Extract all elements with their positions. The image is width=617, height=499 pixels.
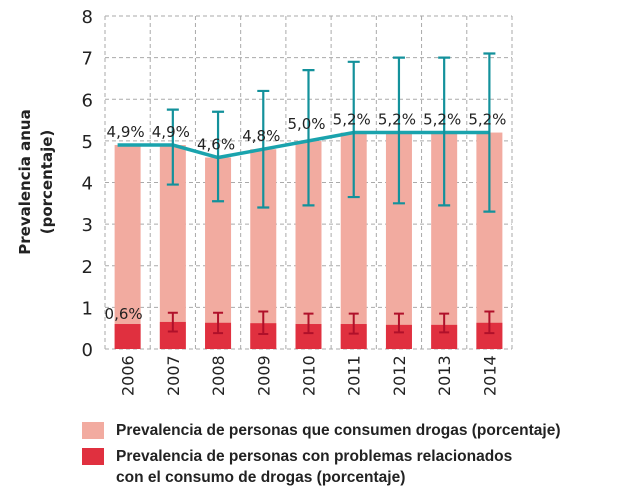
data-label-consumers: 5,2% <box>378 111 416 129</box>
legend-item-problems: Prevalencia de personas con problemas re… <box>82 446 512 488</box>
error-bar-problems <box>439 312 450 334</box>
error-bar-problems <box>303 312 314 335</box>
error-bar-consumers <box>347 60 360 199</box>
data-label-consumers: 4,9% <box>107 123 145 141</box>
x-tick-label: 2013 <box>435 355 454 396</box>
y-tick-label: 0 <box>82 340 93 361</box>
error-bar-problems <box>393 312 404 334</box>
x-tick-label: 2012 <box>390 355 409 396</box>
legend-label: Prevalencia de personas que consumen dro… <box>116 422 561 439</box>
x-tick-label: 2008 <box>209 355 228 396</box>
error-bar-problems <box>348 312 359 335</box>
error-bar-problems <box>484 310 495 335</box>
data-label-consumers: 4,9% <box>152 123 190 141</box>
y-tick-label: 6 <box>82 90 93 111</box>
x-tick-label: 2010 <box>300 355 319 396</box>
legend-swatch-pink <box>82 422 104 439</box>
error-bar-problems <box>167 311 178 333</box>
x-tick-label: 2006 <box>119 355 138 396</box>
y-tick-label: 1 <box>82 298 93 319</box>
error-bar-consumers <box>212 110 225 203</box>
x-tick-label: 2009 <box>254 355 273 396</box>
x-tick-label: 2011 <box>345 355 364 396</box>
data-label-consumers: 5,2% <box>468 111 506 129</box>
bar-problems <box>114 324 141 349</box>
y-tick-label: 7 <box>82 49 93 70</box>
error-bar-problems <box>213 311 224 335</box>
error-bar-consumers <box>302 69 315 207</box>
data-label-consumers: 4,8% <box>242 127 280 145</box>
error-bar-consumers <box>438 56 451 207</box>
legend-label: con el consumo de drogas (porcentaje) <box>116 469 406 486</box>
y-tick-label: 8 <box>82 7 93 28</box>
data-label-problems: 0,6% <box>105 305 143 323</box>
legend-swatch-red <box>82 448 104 465</box>
chart-svg: 0 1 2 3 4 5 6 7 8 Prevalencia anua (porcentaje) 200… <box>16 7 513 396</box>
error-bar-problems <box>258 310 269 336</box>
error-bar-consumers <box>257 89 270 209</box>
y-tick-label: 2 <box>82 257 93 278</box>
bar-consumers <box>114 145 141 349</box>
error-bar-consumers <box>392 56 405 205</box>
x-tick-label: 2014 <box>480 355 499 396</box>
y-tick-label: 5 <box>82 132 93 153</box>
legend-label: Prevalencia de personas con problemas re… <box>116 448 513 465</box>
data-label-consumers: 5,2% <box>333 111 371 129</box>
error-bar-consumers <box>166 108 179 186</box>
legend-item-consumers: Prevalencia de personas que consumen dro… <box>82 420 560 441</box>
data-label-consumers: 5,2% <box>423 111 461 129</box>
x-tick-label: 2007 <box>164 355 183 396</box>
data-label-consumers: 4,6% <box>197 136 235 154</box>
error-bar-consumers <box>483 52 496 213</box>
data-label-consumers: 5,0% <box>287 115 325 133</box>
y-axis-title: Prevalencia anua (porcentaje) <box>16 109 56 254</box>
y-tick-label: 4 <box>82 174 93 195</box>
y-tick-label: 3 <box>82 215 93 236</box>
